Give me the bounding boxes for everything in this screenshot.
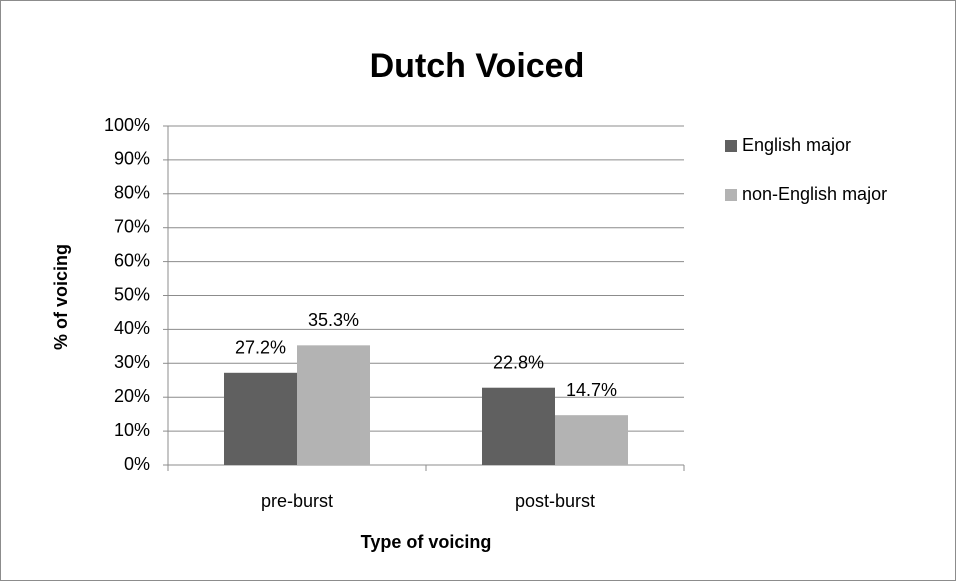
y-tick-label: 10% — [114, 420, 150, 440]
y-axis-title: % of voicing — [51, 244, 71, 350]
y-tick-label: 70% — [114, 216, 150, 236]
y-tick-label: 40% — [114, 318, 150, 338]
y-tick-label: 0% — [124, 454, 150, 474]
y-tick-label: 90% — [114, 149, 150, 169]
chart-title: Dutch Voiced — [370, 47, 585, 85]
bar — [224, 372, 297, 465]
legend-label: English major — [742, 135, 851, 155]
legend-label: non-English major — [742, 184, 887, 204]
y-tick-label: 80% — [114, 183, 150, 203]
y-tick-label: 60% — [114, 250, 150, 270]
x-tick-label: pre-burst — [261, 491, 333, 511]
y-tick-label: 20% — [114, 386, 150, 406]
legend-swatch — [725, 140, 737, 152]
value-label: 35.3% — [308, 310, 359, 330]
bar — [482, 387, 555, 465]
value-label: 22.8% — [493, 352, 544, 372]
x-tick-label: post-burst — [515, 491, 595, 511]
x-axis-title: Type of voicing — [361, 532, 492, 552]
bar — [297, 345, 370, 465]
y-tick-label: 100% — [104, 115, 150, 135]
y-tick-label: 30% — [114, 352, 150, 372]
y-tick-label: 50% — [114, 284, 150, 304]
bar — [555, 415, 628, 465]
value-label: 27.2% — [235, 338, 286, 358]
legend-swatch — [725, 189, 737, 201]
value-label: 14.7% — [566, 380, 617, 400]
